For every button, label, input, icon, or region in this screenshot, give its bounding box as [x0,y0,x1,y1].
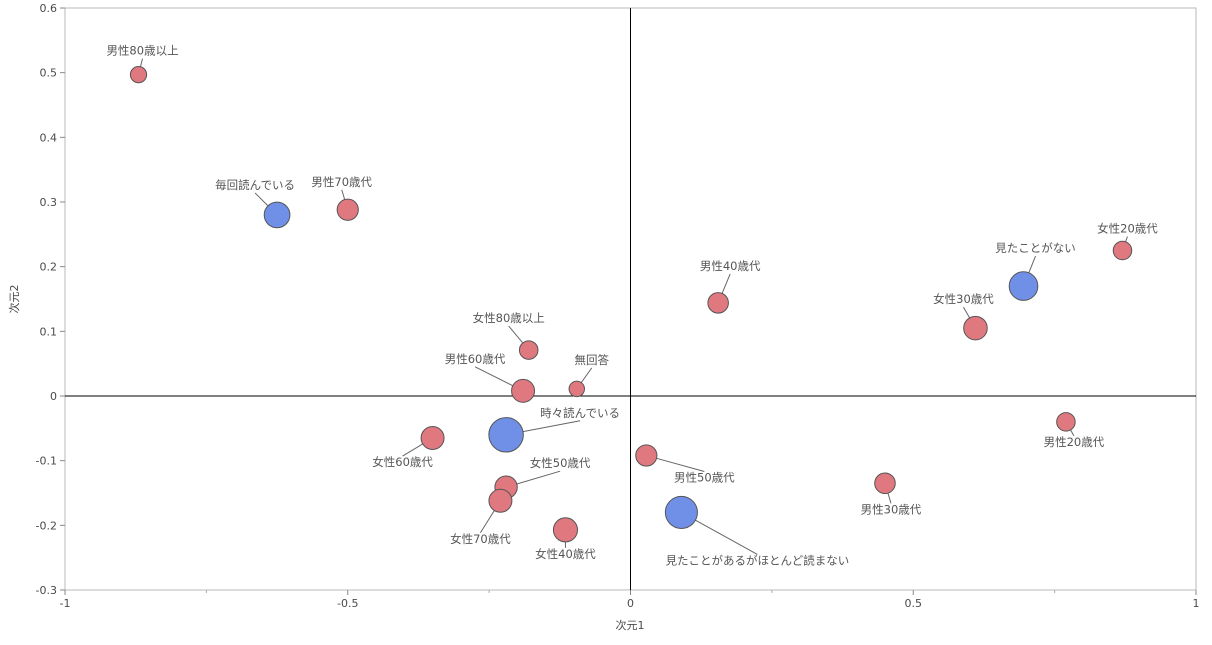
point-label: 男性50歳代 [674,470,735,484]
point-label: 女性20歳代 [1097,222,1158,236]
response-point [263,201,291,229]
label-leader-line [887,493,892,504]
y-tick-label: 0 [50,390,57,403]
attribute-point [488,488,513,513]
point-label: 女性30歳代 [933,292,994,306]
label-leader-line [580,367,593,383]
point-label: 男性80歳以上 [106,44,178,58]
point-label: 時々読んでいる [540,406,620,420]
x-tick-label: 0 [627,597,634,610]
label-leader-line [721,273,731,294]
label-leader-line [1028,255,1036,273]
point-label: 無回答 [575,353,610,367]
attribute-point [1112,240,1133,261]
point-label: 女性60歳代 [372,455,433,469]
label-leader-lines [140,58,1128,555]
response-point [664,495,698,529]
y-tick-label: -0.2 [36,519,57,532]
label-leader-line [516,470,561,485]
point-label: 見たことがあるがほとんど読まない [666,553,850,567]
point-label: 男性20歳代 [1044,435,1105,449]
attribute-point [336,198,359,221]
y-axis: -0.3 -0.2 -0.1 0 0.1 0.2 0.3 0.4 0.5 0.6 [36,2,65,597]
label-leader-line [508,325,524,344]
point-label: 女性70歳代 [450,532,511,546]
attribute-point [874,472,896,495]
point-label: 女性50歳代 [530,456,591,470]
point-label: 女性40歳代 [535,547,596,561]
y-tick-label: 0.5 [40,67,58,80]
label-leader-line [474,366,514,387]
x-tick-label: 0.5 [905,597,923,610]
x-tick-label: -0.5 [337,597,358,610]
label-leader-line [254,192,269,207]
x-tick-label: 1 [1193,597,1200,610]
point-label: 男性70歳代 [311,175,372,189]
response-point [1008,271,1039,301]
attribute-point [420,426,445,451]
label-leader-line [140,58,144,67]
attribute-point [568,380,585,398]
label-leader-line [341,189,346,200]
y-tick-label: 0.1 [40,325,58,338]
y-tick-label: 0.3 [40,196,58,209]
y-tick-label: 0.2 [40,261,58,274]
attribute-point [552,517,579,543]
label-leader-line [1070,429,1075,437]
response-point [488,417,524,453]
attribute-point [963,315,988,341]
attribute-point [129,65,148,84]
data-points [129,65,1133,543]
label-leader-line [522,420,581,433]
attribute-point [1056,412,1076,432]
point-label: 男性60歳代 [445,352,506,366]
attribute-point [518,340,539,360]
attribute-point [707,292,729,314]
y-tick-label: 0.4 [40,131,58,144]
x-axis: -1 -0.5 0 0.5 1 [60,590,1200,610]
point-label: 毎回読んでいる [215,178,295,192]
point-label: 男性40歳代 [700,259,761,273]
x-tick-label: -1 [60,597,71,610]
label-leader-line [402,443,423,457]
label-leader-line [1125,236,1128,242]
attribute-point [635,444,658,467]
label-leader-line [963,306,971,319]
x-axis-title: 次元1 [616,618,645,632]
point-label: 女性80歳以上 [473,311,545,325]
y-tick-label: 0.6 [40,2,58,15]
label-leader-line [656,457,705,472]
label-leader-line [480,510,495,534]
y-tick-label: -0.1 [36,455,57,468]
point-label: 見たことがない [995,241,1076,255]
y-axis-title: 次元2 [7,285,21,314]
attribute-point [511,378,536,403]
point-label: 男性30歳代 [861,502,922,516]
y-tick-label: -0.3 [36,584,57,597]
label-leader-line [695,519,758,555]
